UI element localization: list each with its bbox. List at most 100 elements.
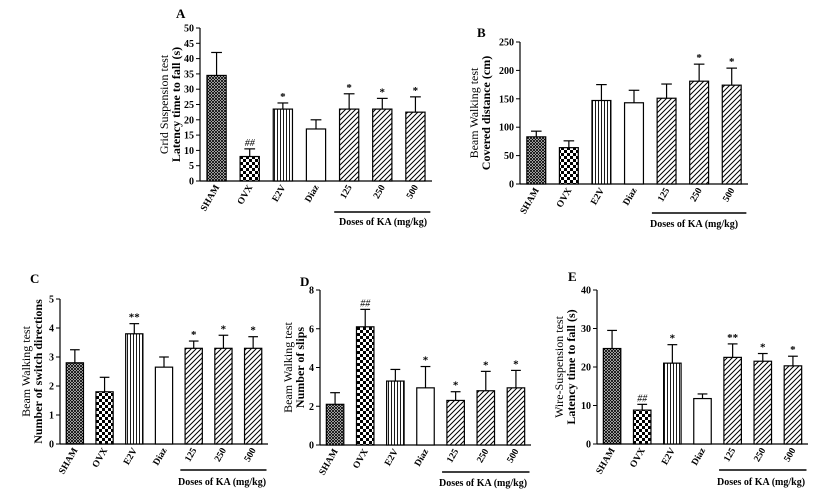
y-axis-title-line1: Grid Suspension test xyxy=(157,54,171,154)
bar-500 xyxy=(506,387,526,446)
y-tick-label: 8 xyxy=(309,286,314,297)
bar-125 xyxy=(446,399,465,446)
significance-marker: * xyxy=(221,323,227,335)
bar-500 xyxy=(721,84,742,185)
x-tick-label: SHAM xyxy=(519,186,542,216)
significance-marker: * xyxy=(696,52,702,64)
y-tick-label: 5 xyxy=(189,161,194,172)
x-tick-label: OVX xyxy=(236,183,255,206)
y-tick-label: 2 xyxy=(309,402,314,413)
x-tick-label: Diaz xyxy=(690,446,708,468)
significance-marker: * xyxy=(423,355,429,367)
bar-sham xyxy=(602,347,622,445)
x-tick-label: E2V xyxy=(383,447,401,468)
x-tick-label: 250 xyxy=(753,446,769,464)
y-tick-label: 20 xyxy=(184,115,194,126)
x-tick-label: OVX xyxy=(352,447,371,470)
y-tick-label: 4 xyxy=(49,324,54,335)
x-tick-label: 500 xyxy=(783,446,799,464)
y-tick-label: 30 xyxy=(184,85,194,96)
y-tick-label: 150 xyxy=(499,94,514,105)
y-axis-title-line2: Latency time to fall (s) xyxy=(169,47,183,162)
x-tick-label: SHAM xyxy=(595,446,618,476)
significance-marker: * xyxy=(280,91,286,103)
x-tick-label: E2V xyxy=(660,446,678,467)
x-tick-label: 125 xyxy=(722,446,738,464)
dose-group-label: Doses of KA (mg/kg) xyxy=(339,217,427,228)
x-tick-label: Diaz xyxy=(413,447,431,469)
significance-marker: * xyxy=(790,344,796,356)
y-tick-label: 15 xyxy=(184,131,194,142)
bar-e2v xyxy=(386,380,405,446)
significance-marker: ** xyxy=(727,332,739,344)
x-tick-label: SHAM xyxy=(199,183,222,213)
bar-500 xyxy=(783,365,803,445)
bar-e2v xyxy=(272,108,294,182)
y-axis-title-line1: Beam Walking test xyxy=(467,67,481,158)
y-axis-title-line1: Wire-Suspension test xyxy=(552,315,566,418)
y-tick-label: 2 xyxy=(49,382,54,393)
bar-250 xyxy=(372,108,393,182)
bar-e2v xyxy=(125,333,144,445)
y-tick-label: 50 xyxy=(504,151,514,162)
significance-marker: ## xyxy=(637,393,648,404)
y-tick-label: 35 xyxy=(184,69,194,80)
significance-marker: * xyxy=(346,82,352,94)
y-axis-title-line1: Beam Walking test xyxy=(19,325,33,416)
x-tick-label: 500 xyxy=(405,183,421,201)
x-tick-label: Diaz xyxy=(152,446,170,468)
bar-ovx xyxy=(239,155,260,182)
bar-125 xyxy=(656,97,677,185)
bar-diaz xyxy=(416,387,435,446)
bar-125 xyxy=(723,356,742,445)
panel-letter: C xyxy=(30,271,39,286)
x-tick-label: 250 xyxy=(213,446,229,464)
significance-marker: ## xyxy=(245,138,256,149)
y-tick-label: 45 xyxy=(184,39,194,50)
significance-marker: ** xyxy=(129,312,141,324)
y-axis-title-line2: Number of switch directions xyxy=(31,299,45,444)
significance-marker: * xyxy=(483,359,489,371)
x-tick-label: 125 xyxy=(656,186,672,204)
bar-ovx xyxy=(355,326,375,446)
significance-marker: * xyxy=(413,85,419,97)
y-tick-label: 1 xyxy=(49,411,54,422)
significance-marker: ## xyxy=(360,298,371,309)
x-tick-label: 500 xyxy=(722,186,738,204)
y-tick-label: 50 xyxy=(184,24,194,35)
y-axis-title-line2: Latency time to fall (s) xyxy=(564,309,578,424)
y-tick-label: 3 xyxy=(49,353,54,364)
y-tick-label: 40 xyxy=(581,286,591,297)
bar-e2v xyxy=(663,362,682,445)
bar-diaz xyxy=(693,397,712,445)
bar-500 xyxy=(243,347,263,445)
x-tick-label: 125 xyxy=(445,447,461,465)
bar-diaz xyxy=(623,102,645,185)
y-tick-label: 100 xyxy=(499,123,514,134)
y-tick-label: 40 xyxy=(184,54,194,65)
y-tick-label: 10 xyxy=(581,401,591,412)
y-axis-title-line2: Covered distance (cm) xyxy=(479,56,493,170)
x-tick-label: 250 xyxy=(476,447,492,465)
x-tick-label: SHAM xyxy=(318,447,341,477)
x-tick-label: 500 xyxy=(506,447,522,465)
y-tick-label: 5 xyxy=(49,295,54,306)
panel-letter: A xyxy=(176,6,186,21)
dose-group-label: Doses of KA (mg/kg) xyxy=(650,219,738,230)
x-tick-label: Diaz xyxy=(304,183,322,205)
y-tick-label: 0 xyxy=(586,440,591,451)
bar-250 xyxy=(476,390,496,446)
significance-marker: * xyxy=(380,86,386,98)
y-axis-title-line1: Beam Walking test xyxy=(281,321,295,412)
x-tick-label: 250 xyxy=(689,186,705,204)
dose-group-label: Doses of KA (mg/kg) xyxy=(439,478,527,489)
bar-ovx xyxy=(95,391,114,445)
significance-marker: * xyxy=(670,333,676,345)
y-tick-label: 25 xyxy=(184,100,194,111)
x-tick-label: E2V xyxy=(122,446,140,467)
dose-group-label: Doses of KA (mg/kg) xyxy=(178,477,266,488)
bar-diaz xyxy=(305,128,327,182)
